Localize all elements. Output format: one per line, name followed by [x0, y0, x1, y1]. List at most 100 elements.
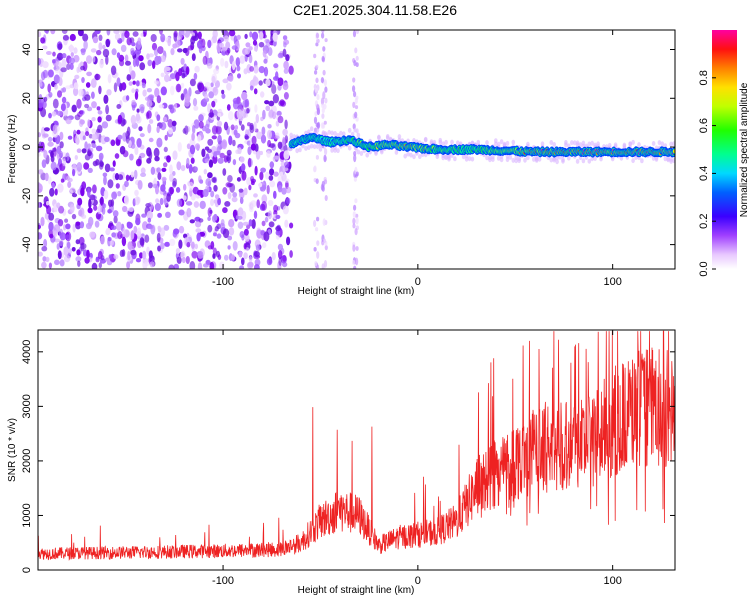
noise-speckle: [146, 246, 150, 255]
noise-speckle: [208, 91, 215, 99]
noise-streak: [353, 151, 357, 156]
noise-speckle: [273, 171, 279, 177]
noise-speckle: [186, 157, 190, 168]
noise-streak: [314, 70, 318, 75]
noise-speckle: [74, 155, 79, 160]
noise-speckle: [126, 261, 131, 269]
noise-speckle: [216, 233, 222, 239]
noise-speckle: [47, 136, 53, 142]
noise-speckle: [256, 199, 261, 209]
noise-speckle: [228, 30, 236, 37]
noise-speckle: [131, 88, 136, 94]
noise-speckle: [107, 237, 112, 242]
noise-speckle: [177, 142, 182, 152]
noise-speckle: [156, 114, 161, 122]
noise-speckle: [252, 76, 259, 86]
noise-speckle: [178, 239, 183, 249]
noise-speckle: [284, 119, 288, 130]
noise-speckle: [89, 231, 96, 238]
noise-streak: [322, 238, 326, 244]
signal-halo: [412, 154, 416, 160]
noise-speckle: [140, 167, 146, 174]
noise-speckle: [254, 104, 258, 113]
noise-speckle: [38, 152, 41, 157]
noise-speckle: [238, 251, 243, 258]
noise-speckle: [191, 251, 198, 259]
signal-halo: [447, 154, 451, 160]
signal-halo: [461, 154, 466, 160]
noise-speckle: [207, 138, 214, 146]
signal-halo: [669, 141, 673, 147]
noise-speckle: [259, 150, 264, 156]
noise-speckle: [81, 77, 85, 83]
spectrogram-y-ticks: -40 -20 0 20 40: [21, 43, 675, 253]
noise-speckle: [282, 167, 289, 172]
noise-speckle: [65, 175, 71, 181]
noise-speckle: [224, 60, 229, 69]
signal-halo: [511, 139, 516, 145]
noise-speckle: [104, 136, 110, 143]
signal-halo: [517, 156, 521, 162]
signal-halo: [315, 127, 320, 133]
noise-speckle: [202, 189, 209, 197]
signal-halo: [356, 149, 361, 155]
signal-halo: [456, 140, 460, 146]
noise-speckle: [148, 250, 153, 259]
noise-speckle: [130, 50, 136, 56]
noise-speckle: [213, 184, 218, 192]
noise-speckle: [73, 47, 78, 54]
noise-speckle: [46, 51, 52, 55]
noise-speckle: [277, 185, 283, 193]
noise-speckle: [76, 249, 81, 256]
noise-speckle: [132, 57, 137, 68]
noise-speckle: [53, 230, 58, 238]
noise-speckle: [72, 223, 76, 233]
noise-speckle: [130, 230, 135, 240]
noise-speckle: [261, 194, 268, 204]
noise-streak: [322, 46, 326, 52]
noise-speckle: [160, 86, 167, 96]
noise-speckle: [71, 247, 76, 252]
noise-speckle: [108, 221, 114, 227]
noise-speckle: [161, 176, 167, 182]
noise-streak: [353, 128, 357, 133]
noise-streak: [316, 251, 320, 259]
noise-speckle: [211, 100, 216, 108]
noise-speckle: [140, 32, 144, 37]
signal-halo: [380, 149, 384, 155]
noise-speckle: [260, 134, 267, 144]
signal-halo: [347, 127, 352, 133]
signal-halo: [572, 140, 577, 146]
noise-speckle: [191, 132, 195, 141]
noise-speckle: [283, 150, 290, 160]
noise-speckle: [54, 238, 61, 243]
noise-speckle: [158, 104, 165, 109]
noise-streak: [355, 216, 359, 225]
x-tick-label: -100: [212, 276, 234, 288]
y-tick-label: -40: [21, 237, 33, 253]
noise-speckle: [88, 221, 92, 228]
noise-speckle: [186, 143, 191, 150]
noise-speckle: [41, 159, 47, 169]
noise-speckle: [43, 96, 48, 102]
noise-streak: [355, 30, 360, 35]
noise-speckle: [190, 157, 195, 164]
noise-speckle: [226, 149, 232, 156]
noise-speckle: [246, 108, 250, 114]
noise-speckle: [266, 150, 271, 158]
noise-speckle: [273, 204, 279, 213]
signal-halo: [365, 152, 370, 158]
noise-speckle: [239, 55, 246, 64]
noise-speckle: [168, 127, 174, 135]
noise-speckle: [178, 30, 185, 38]
noise-streak: [313, 165, 317, 173]
noise-speckle: [138, 55, 144, 62]
noise-speckle: [185, 256, 190, 264]
noise-speckle: [81, 148, 87, 154]
noise-speckle: [147, 59, 153, 67]
noise-speckle: [108, 199, 113, 207]
noise-speckle: [180, 82, 185, 88]
noise-speckle: [194, 65, 200, 73]
noise-speckle: [180, 165, 186, 172]
noise-speckle: [160, 72, 165, 78]
